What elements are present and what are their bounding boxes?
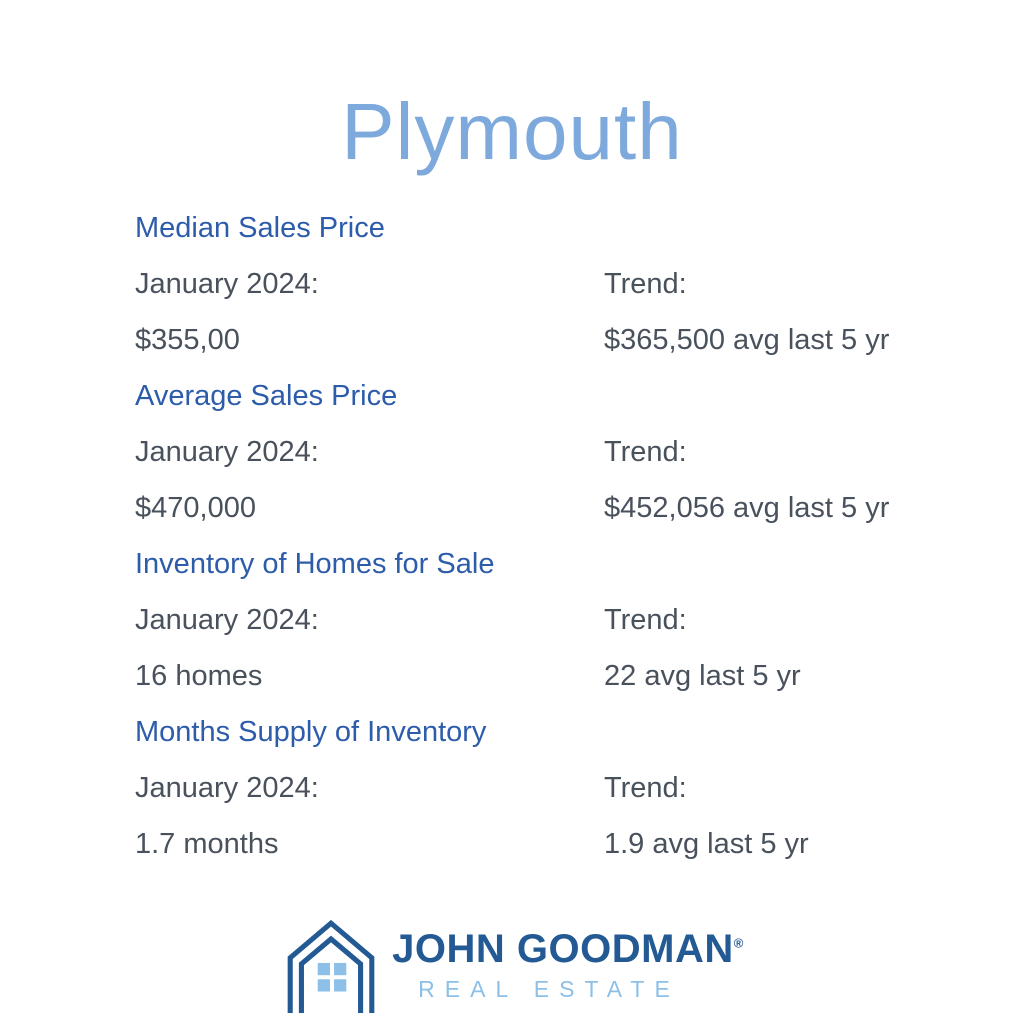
section-heading: Inventory of Homes for Sale xyxy=(135,548,495,580)
brand-subtitle: REAL ESTATE xyxy=(418,976,680,1002)
trend-value: 1.9 avg last 5 yr xyxy=(604,828,809,860)
trend-label: Trend: xyxy=(604,436,687,468)
stat-section-median-sales-price: Median Sales Price January 2024: Trend: … xyxy=(135,214,924,355)
brand-footer: JOHN GOODMAN® REAL ESTATE xyxy=(0,914,1024,1016)
period-label: January 2024: xyxy=(135,772,319,804)
period-label: January 2024: xyxy=(135,604,319,636)
trend-label: Trend: xyxy=(604,268,687,300)
stat-section-inventory: Inventory of Homes for Sale January 2024… xyxy=(135,550,924,691)
period-row: January 2024: Trend: xyxy=(135,774,924,803)
value-row: $470,000 $452,056 avg last 5 yr xyxy=(135,494,924,523)
period-value: 16 homes xyxy=(135,660,263,692)
stats-list: Median Sales Price January 2024: Trend: … xyxy=(135,214,924,886)
section-heading: Median Sales Price xyxy=(135,212,385,244)
trend-label: Trend: xyxy=(604,604,687,636)
trend-label: Trend: xyxy=(604,772,687,804)
brand-text: JOHN GOODMAN® REAL ESTATE xyxy=(392,929,744,1001)
house-icon xyxy=(287,919,375,1013)
stat-section-months-supply: Months Supply of Inventory January 2024:… xyxy=(135,718,924,859)
brand-name: JOHN GOODMAN® xyxy=(392,927,744,971)
stat-section-average-sales-price: Average Sales Price January 2024: Trend:… xyxy=(135,382,924,523)
trend-value: $452,056 avg last 5 yr xyxy=(604,492,890,524)
window-icon xyxy=(317,962,347,992)
period-row: January 2024: Trend: xyxy=(135,606,924,635)
trend-value: 22 avg last 5 yr xyxy=(604,660,801,692)
value-row: 16 homes 22 avg last 5 yr xyxy=(135,662,924,691)
period-value: $355,00 xyxy=(135,324,240,356)
value-row: 1.7 months 1.9 avg last 5 yr xyxy=(135,830,924,859)
period-row: January 2024: Trend: xyxy=(135,438,924,467)
trend-value: $365,500 avg last 5 yr xyxy=(604,324,890,356)
value-row: $355,00 $365,500 avg last 5 yr xyxy=(135,326,924,355)
registered-mark: ® xyxy=(733,935,744,951)
period-row: January 2024: Trend: xyxy=(135,270,924,299)
page-title: Plymouth xyxy=(341,87,683,176)
period-value: $470,000 xyxy=(135,492,256,524)
section-heading: Average Sales Price xyxy=(135,380,398,412)
period-label: January 2024: xyxy=(135,268,319,300)
period-label: January 2024: xyxy=(135,436,319,468)
period-value: 1.7 months xyxy=(135,828,279,860)
section-heading: Months Supply of Inventory xyxy=(135,716,487,748)
